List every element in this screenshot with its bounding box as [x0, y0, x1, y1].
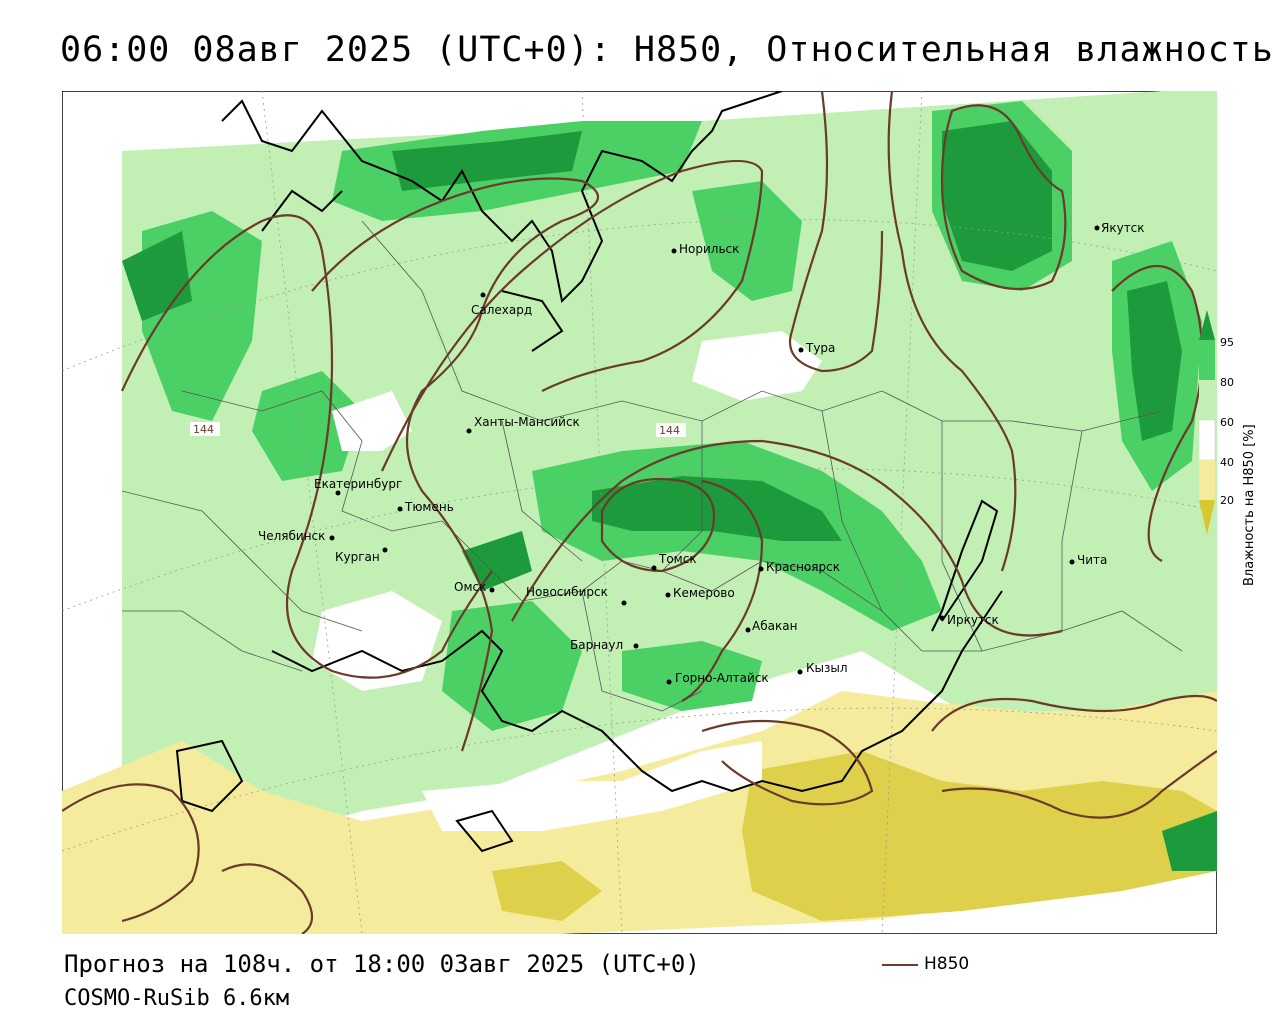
city-label-tura: Тура — [805, 341, 835, 355]
city-label-gorno-altaysk: Горно-Алтайск — [675, 671, 769, 685]
colorbar-wet — [1199, 340, 1215, 380]
city-label-abakan: Абакан — [752, 619, 797, 633]
city-dot-norilsk — [671, 248, 677, 254]
city-label-irkutsk: Иркутск — [947, 613, 999, 627]
humidity-colorbar — [1199, 310, 1216, 535]
colorbar-tick-20: 20 — [1220, 494, 1234, 507]
city-dot-irkutsk — [939, 615, 945, 621]
colorbar-moist — [1199, 380, 1215, 420]
colorbar-tick-60: 60 — [1220, 416, 1234, 429]
h850-isolines — [62, 91, 1217, 934]
city-label-tyumen: Тюмень — [404, 500, 454, 514]
isoline-label-bg-center — [656, 423, 686, 437]
city-dot-chelyabinsk — [329, 535, 335, 541]
city-label-krasnoyarsk: Красноярск — [766, 560, 840, 574]
forecast-info: Прогноз на 108ч. от 18:00 03авг 2025 (UT… — [64, 950, 700, 978]
humidity-field — [62, 91, 1217, 934]
city-label-kemerovo: Кемерово — [673, 586, 735, 600]
colorbar-title: Влажность на H850 [%] — [1242, 424, 1257, 586]
colorbar-dry — [1199, 460, 1215, 500]
colorbar-tick-80: 80 — [1220, 376, 1234, 389]
h850-legend-label: H850 — [924, 954, 970, 974]
city-dot-kyzyl — [797, 669, 803, 675]
city-dot-kemerovo — [665, 592, 671, 598]
coastline-border — [175, 91, 1003, 853]
city-dot-chita — [1069, 559, 1075, 565]
city-label-kyzyl: Кызыл — [806, 661, 848, 675]
city-dot-tomsk — [651, 565, 657, 571]
city-label-chita: Чита — [1077, 553, 1107, 567]
city-dot-salekhard — [480, 292, 486, 298]
city-dot-abakan — [745, 627, 751, 633]
colorbar-tick-40: 40 — [1220, 456, 1234, 469]
city-label-norilsk: Норильск — [679, 242, 739, 256]
city-label-tomsk: Томск — [658, 552, 697, 566]
city-label-novosibirsk: Новосибирск — [526, 585, 608, 599]
colorbar-title-wrap: Влажность на H850 [%] — [1242, 310, 1262, 590]
city-label-kurgan: Курган — [335, 550, 380, 564]
colorbar-tick-95: 95 — [1220, 336, 1234, 349]
city-dot-kurgan — [382, 547, 388, 553]
map-canvas: 144 144 Якутск Норильск Салехард Тура Ха… — [62, 91, 1217, 934]
map-title: 06:00 08авг 2025 (UTC+0): H850, Относите… — [60, 30, 1274, 70]
model-name: COSMO-RuSib 6.6км — [64, 986, 290, 1011]
forecast-map: 144 144 Якутск Норильск Салехард Тура Ха… — [62, 91, 1217, 934]
colorbar-neutral — [1199, 419, 1216, 461]
h850-legend-line — [882, 964, 918, 966]
city-dot-tyumen — [397, 506, 403, 512]
city-label-omsk: Омск — [454, 580, 486, 594]
city-label-yakutsk: Якутск — [1101, 221, 1145, 235]
city-markers: Якутск Норильск Салехард Тура Ханты-Манс… — [258, 221, 1145, 685]
isoline-label-left: 144 — [193, 423, 214, 436]
city-label-salekhard: Салехард — [471, 303, 532, 317]
city-dot-tura — [798, 347, 804, 353]
colorbar-bottom-arrow — [1199, 500, 1215, 535]
isoline-label-center: 144 — [659, 424, 680, 437]
city-dot-krasnoyarsk — [758, 566, 764, 572]
city-label-yekaterinburg: Екатеринбург — [314, 477, 402, 491]
city-dot-yakutsk — [1094, 225, 1100, 231]
city-dot-gorno-altaysk — [666, 679, 672, 685]
city-dot-khanty-mansiysk — [466, 428, 472, 434]
city-dot-omsk — [489, 587, 495, 593]
city-label-chelyabinsk: Челябинск — [258, 529, 325, 543]
city-dot-barnaul — [633, 643, 639, 649]
city-dot-novosibirsk — [621, 600, 627, 606]
city-dot-yekaterinburg — [335, 490, 341, 496]
colorbar-top-arrow — [1199, 310, 1215, 340]
isoline-label-bg-left — [190, 422, 220, 436]
city-label-khanty-mansiysk: Ханты-Мансийск — [474, 415, 580, 429]
city-label-barnaul: Барнаул — [570, 638, 623, 652]
